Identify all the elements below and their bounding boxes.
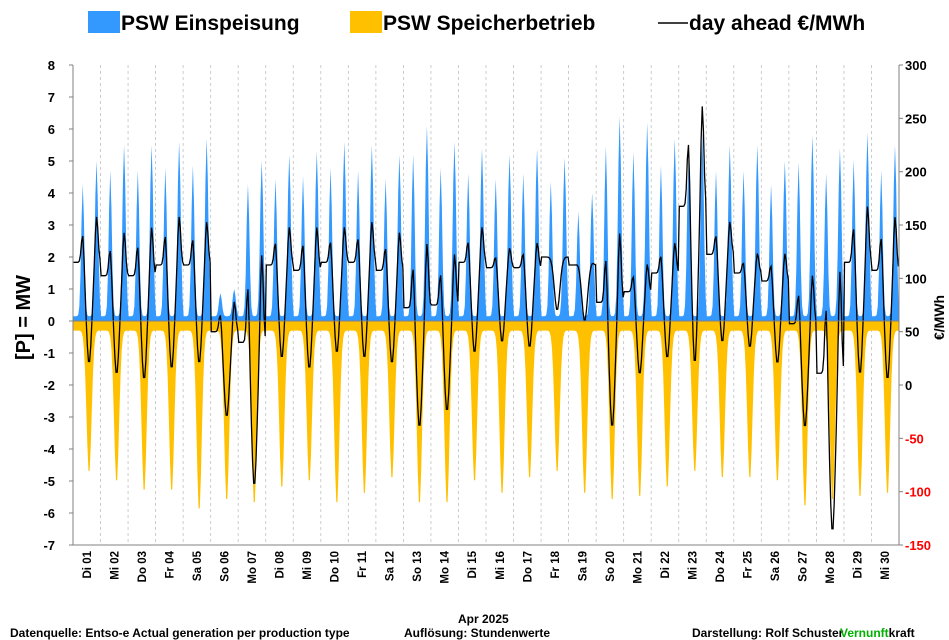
y2-tick-label: -50 bbox=[905, 431, 924, 446]
x-tick-label: Mi 09 bbox=[302, 551, 314, 580]
x-tick-label: Do 17 bbox=[522, 551, 534, 582]
y2-tick-label: 200 bbox=[905, 165, 927, 180]
y-tick-label: -3 bbox=[43, 410, 55, 425]
price-series bbox=[73, 106, 900, 530]
y-tick-label: -1 bbox=[43, 346, 55, 361]
y2-tick-label: -100 bbox=[905, 485, 931, 500]
x-tick-label: So 13 bbox=[412, 551, 424, 582]
x-axis-title: Apr 2025 bbox=[458, 612, 509, 626]
y2-tick-label: 100 bbox=[905, 271, 927, 286]
x-tick-label: Mo 28 bbox=[825, 550, 837, 583]
footer-brand: Vernunftkraft bbox=[840, 626, 915, 640]
y2-tick-label: -150 bbox=[905, 538, 931, 553]
footer-author: Darstellung: Rolf Schuster bbox=[692, 626, 844, 640]
y2-tick-label: 300 bbox=[905, 58, 927, 73]
x-tick-label: Di 15 bbox=[467, 550, 479, 578]
x-tick-label: Sa 05 bbox=[192, 550, 204, 581]
x-tick-label: Sa 26 bbox=[770, 551, 782, 581]
x-tick-label: Mi 02 bbox=[109, 551, 121, 580]
y-tick-label: 7 bbox=[48, 90, 55, 105]
x-tick-label: Di 22 bbox=[660, 551, 672, 579]
x-tick-label: Fr 11 bbox=[357, 550, 369, 577]
legend-label-einspeisung: PSW Einspeisung bbox=[121, 12, 300, 35]
footer-source: Datenquelle: Entso-e Actual generation p… bbox=[10, 626, 350, 640]
y-tick-label: 0 bbox=[48, 314, 55, 329]
y2-tick-label: 150 bbox=[905, 218, 927, 233]
x-tick-label: Do 10 bbox=[330, 551, 342, 582]
brand-black: kraft bbox=[889, 626, 915, 640]
x-tick-label: Di 01 bbox=[82, 550, 94, 578]
x-tick-label: So 20 bbox=[605, 551, 617, 582]
x-tick-label: Mo 07 bbox=[247, 551, 259, 584]
brand-green: Vernunft bbox=[840, 626, 889, 640]
y-tick-label: -6 bbox=[43, 506, 55, 521]
x-axis-ticks: Di 01 Mi 02 Do 03 Fr 04 Sa 05 So 06 Mo 07 Di 08… bbox=[82, 550, 892, 583]
legend-swatch-speicherbetrieb bbox=[350, 11, 382, 33]
y-axis-right-ticks: 300 250 200 150 100 50 0 -50 -100 -150 bbox=[899, 58, 931, 553]
y-axis-left-ticks: 8 7 6 5 4 3 2 1 0 -1 -2 -3 -4 -5 -6 -7 bbox=[43, 58, 73, 553]
y-tick-label: 3 bbox=[48, 218, 55, 233]
y-axis-title: [P] = MW bbox=[13, 275, 35, 360]
x-tick-label: So 06 bbox=[219, 551, 231, 582]
x-tick-label: Mi 23 bbox=[688, 551, 700, 580]
y-tick-label: 4 bbox=[48, 186, 56, 201]
axes bbox=[72, 65, 900, 546]
x-tick-label: Sa 12 bbox=[385, 551, 397, 581]
y-tick-label: 2 bbox=[48, 250, 55, 265]
footer-resolution: Auflösung: Stundenwerte bbox=[404, 626, 550, 640]
x-tick-label: Sa 19 bbox=[577, 551, 589, 581]
x-tick-label: Fr 25 bbox=[743, 550, 755, 578]
y-tick-label: -5 bbox=[43, 474, 55, 489]
y2-tick-label: 50 bbox=[905, 325, 919, 340]
y2-axis-title: €/MWh bbox=[931, 295, 947, 340]
x-tick-label: Fr 18 bbox=[550, 550, 562, 578]
y-tick-label: -7 bbox=[43, 538, 55, 553]
x-tick-label: Do 24 bbox=[715, 550, 727, 582]
x-tick-label: Fr 04 bbox=[164, 550, 176, 578]
x-tick-label: Do 03 bbox=[137, 551, 149, 582]
y-tick-label: -4 bbox=[43, 442, 55, 457]
legend: PSW Einspeisung PSW Speicherbetrieb day … bbox=[88, 11, 865, 35]
legend-label-speicherbetrieb: PSW Speicherbetrieb bbox=[383, 12, 595, 35]
series-line-day-ahead bbox=[73, 106, 900, 530]
legend-label-price: day ahead €/MWh bbox=[689, 12, 865, 35]
y2-tick-label: 0 bbox=[905, 378, 912, 393]
y-tick-label: 1 bbox=[48, 282, 55, 297]
legend-swatch-einspeisung bbox=[88, 11, 120, 33]
x-tick-label: So 27 bbox=[798, 551, 810, 582]
x-tick-label: Di 29 bbox=[853, 551, 865, 579]
y-tick-label: -2 bbox=[43, 378, 55, 393]
x-tick-label: Mo 14 bbox=[440, 550, 452, 583]
y-tick-label: 8 bbox=[48, 58, 55, 73]
x-tick-label: Mo 21 bbox=[632, 550, 644, 583]
y-tick-label: 5 bbox=[48, 154, 55, 169]
x-tick-label: Mi 30 bbox=[880, 551, 892, 580]
data-areas bbox=[73, 116, 899, 509]
x-tick-label: Di 08 bbox=[275, 550, 287, 578]
x-tick-label: Mi 16 bbox=[495, 551, 507, 580]
series-area-speicherbetrieb bbox=[73, 321, 899, 509]
y2-tick-label: 250 bbox=[905, 111, 927, 126]
y-tick-label: 6 bbox=[48, 122, 55, 137]
